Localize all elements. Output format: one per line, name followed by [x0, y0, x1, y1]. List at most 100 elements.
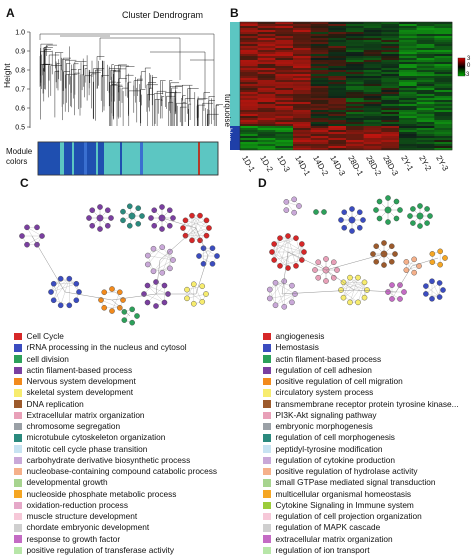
legend-d-label: regulation of cell morphogenesis [275, 432, 395, 443]
dendrogram-y-tick: 0.7 [15, 87, 25, 94]
legend-d-swatch [263, 456, 271, 465]
network-cluster [403, 256, 422, 276]
network-node [48, 289, 54, 295]
network-node [150, 245, 157, 252]
network-node [436, 280, 443, 286]
network-node [407, 213, 413, 219]
heatmap-cells [240, 22, 453, 151]
network-cluster [283, 196, 302, 216]
network-node [330, 259, 337, 266]
dendrogram-y-tick: 0.8 [15, 68, 25, 75]
network-node [170, 215, 176, 221]
network-node [410, 206, 416, 212]
legend-c-swatch [14, 344, 22, 352]
network-node [151, 207, 158, 214]
network-node [203, 291, 209, 297]
network-node [315, 274, 322, 281]
network-node [442, 255, 448, 261]
network-node [129, 306, 135, 313]
network-node [321, 209, 327, 215]
network-node [330, 274, 337, 281]
network-node [116, 289, 123, 296]
legend-d-swatch [263, 467, 271, 476]
network-cluster [429, 248, 448, 268]
network-node [299, 257, 305, 263]
network-node [355, 274, 361, 281]
legend-d-item: embryonic morphogenesis [263, 421, 459, 432]
panel-a-letter: A [6, 6, 15, 20]
dendrogram-y-tick: 0.9 [15, 49, 25, 56]
legend-c-label: nucleobase-containing compound catabolic… [26, 466, 218, 477]
network-node [285, 265, 291, 271]
network-node [57, 275, 64, 282]
legend-c-label: carbohydrate derivative biosynthetic pro… [26, 454, 191, 465]
legend-c-item: chromosome segregation [14, 421, 217, 432]
legend-c-item: response to growth factor [14, 534, 217, 545]
module-label-blue: blue [225, 128, 232, 142]
network-node [356, 224, 363, 231]
network-node [427, 213, 433, 219]
network-node [299, 241, 305, 247]
legend-d-swatch [263, 422, 271, 431]
network-node [334, 267, 340, 273]
dendrogram-y-tick: 0.6 [15, 106, 25, 113]
legend-d-label: extracellular matrix organization [275, 533, 393, 544]
legend-c-swatch [14, 512, 22, 521]
network-node [189, 212, 195, 219]
legend-c-swatch [14, 445, 22, 453]
module-colors-label: Module colors [6, 147, 32, 167]
network-node [429, 259, 436, 265]
legend-c-label: developmental growth [26, 477, 108, 488]
network-cluster [86, 204, 114, 232]
network-node [86, 215, 92, 221]
legend-c-swatch [14, 535, 22, 543]
legend-d-label: positive regulation of cell migration [275, 376, 403, 387]
legend-c-item: nucleobase-containing compound catabolic… [14, 466, 217, 477]
legend-d-label: actin filament-based process [275, 353, 382, 364]
legend-d-swatch [263, 400, 271, 408]
network-node [166, 222, 173, 229]
network-node [347, 299, 353, 306]
network-node [277, 235, 283, 241]
network-node [170, 257, 176, 263]
network-node [384, 206, 392, 214]
legend-c-label: Nervous system development [26, 376, 136, 387]
network-node [197, 237, 203, 244]
network-node [182, 217, 189, 224]
legend-d-label: positive regulation of hydrolase activit… [275, 466, 418, 477]
legend-d-label: Hemostasis [275, 342, 319, 353]
network-node [341, 209, 348, 216]
network-node [401, 289, 407, 295]
legend-c-swatch [14, 355, 22, 363]
legend-d-item: positive regulation of cell migration [263, 376, 459, 387]
dendrogram-plot: 1.0 0.9 0.8 0.7 0.6 0.5 [15, 30, 223, 132]
network-node [313, 209, 319, 215]
network-node [135, 221, 142, 227]
network-node [167, 265, 173, 272]
network-node [101, 304, 108, 311]
legend-d-label: peptidyl-tyrosine modification [275, 443, 383, 454]
module-label-line-1: Module [6, 147, 33, 156]
network-node [200, 260, 207, 267]
legend-c-item: Cell Cycle [14, 331, 217, 342]
network-node [272, 302, 279, 309]
network-node [373, 243, 380, 250]
dendrogram-y-tick: 0.5 [15, 125, 25, 132]
network-node [272, 279, 279, 286]
network-node [150, 268, 157, 275]
legend-c-swatch [14, 377, 22, 386]
network-node [385, 289, 391, 295]
legend-c-label: positive regulation of transferase activ… [26, 544, 175, 555]
network-node [139, 213, 145, 219]
network-cluster [266, 278, 298, 310]
network-node [144, 252, 151, 259]
network-node [89, 222, 96, 229]
legend-c-label: mitotic cell cycle phase transition [26, 443, 148, 454]
legend-d-swatch [263, 501, 271, 510]
legend-c-swatch [14, 332, 22, 341]
network-node [269, 249, 275, 255]
network-node [364, 287, 370, 293]
network-node [410, 220, 416, 226]
network-node [57, 302, 64, 309]
network-cluster [180, 212, 212, 244]
